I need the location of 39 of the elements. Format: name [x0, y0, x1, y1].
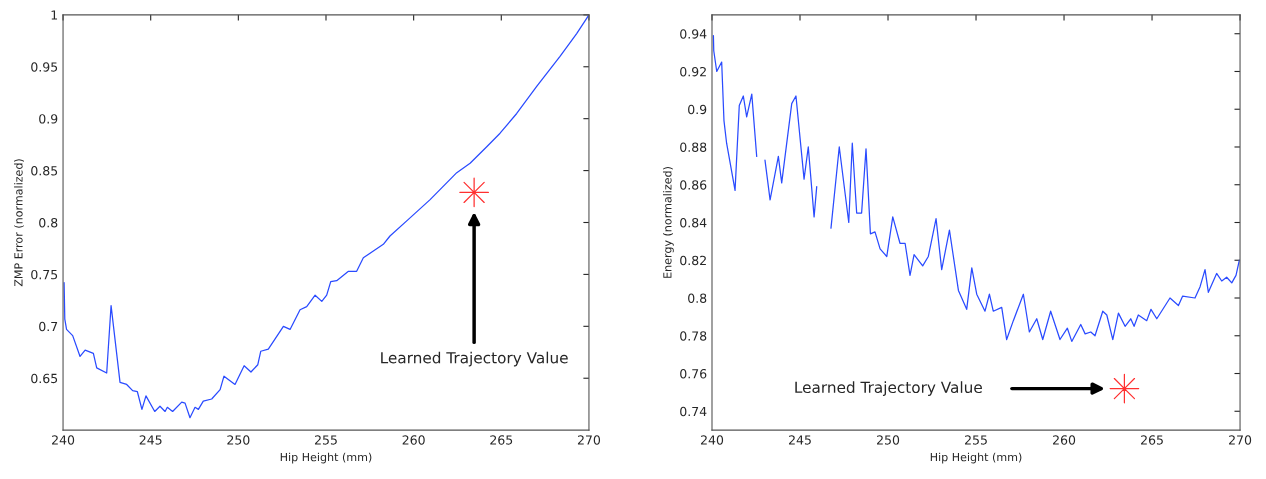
- x-tick-label: 245: [139, 435, 162, 445]
- x-tick-label: 255: [965, 435, 987, 445]
- y-tick-label: 0.85: [31, 166, 58, 176]
- y-axis-title: ZMP Error (normalized): [14, 159, 24, 287]
- x-tick-label: 260: [402, 435, 425, 445]
- x-tick-label: 250: [227, 435, 250, 445]
- y-tick-label: 0.95: [31, 62, 58, 72]
- x-tick-label: 265: [490, 435, 513, 445]
- y-tick-label: 0.8: [39, 217, 58, 228]
- y-tick-label: 0.82: [680, 255, 706, 266]
- x-axis-title: Hip Height (mm): [280, 452, 372, 464]
- annotation: Learned Trajectory Value: [795, 381, 982, 397]
- y-tick-label: 0.78: [680, 331, 707, 341]
- x-axis-title: Hip Height (mm): [930, 452, 1022, 464]
- annotation: Learned Trajectory Value: [381, 351, 568, 367]
- y-tick-label: 0.76: [680, 368, 707, 379]
- x-tick-label: 240: [52, 435, 75, 445]
- x-tick-label: 240: [700, 435, 724, 445]
- y-tick-label: 0.88: [680, 142, 707, 152]
- y-tick-label: 0.65: [31, 373, 58, 384]
- y-tick-label: 0.86: [680, 180, 707, 190]
- y-tick-label: 0.94: [680, 29, 707, 39]
- x-tick-label: 270: [577, 435, 601, 445]
- y-axis-title: Energy (normalized): [663, 167, 674, 278]
- x-tick-label: 270: [1229, 435, 1252, 445]
- y-tick-label: 0.74: [680, 406, 707, 417]
- x-tick-label: 255: [314, 435, 337, 445]
- y-tick-label: 1: [51, 10, 58, 20]
- y-tick-label: 0.92: [680, 66, 706, 77]
- y-tick-label: 0.9: [688, 104, 707, 115]
- y-tick-label: 0.75: [31, 269, 58, 280]
- y-tick-label: 0.7: [39, 321, 58, 332]
- y-tick-label: 0.84: [680, 217, 707, 228]
- x-tick-label: 260: [1053, 435, 1076, 445]
- y-tick-label: 0.9: [39, 114, 58, 124]
- x-tick-label: 250: [877, 435, 900, 445]
- x-tick-label: 245: [788, 435, 811, 445]
- y-tick-label: 0.8: [688, 293, 707, 303]
- x-tick-label: 265: [1141, 435, 1163, 445]
